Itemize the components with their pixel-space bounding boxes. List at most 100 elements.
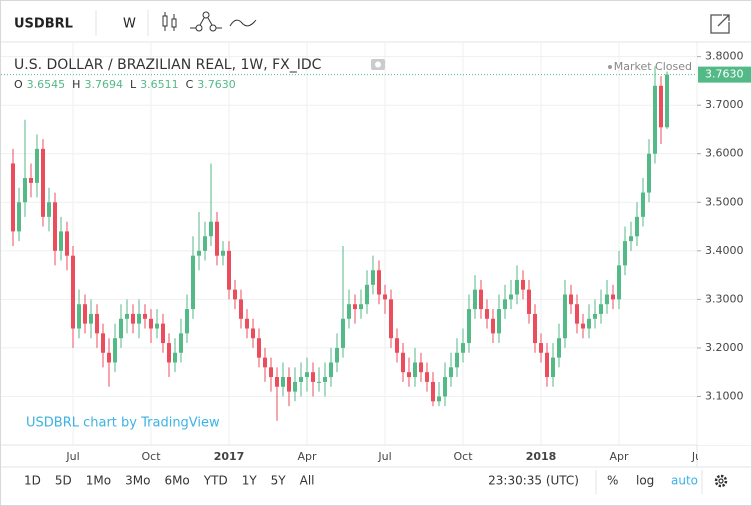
candle-body	[293, 381, 297, 392]
candle-body	[629, 236, 633, 242]
candle-body	[617, 265, 621, 300]
candle-body	[575, 304, 579, 324]
candle-body	[395, 338, 399, 353]
candle-body	[251, 328, 255, 339]
indicators-icon[interactable]	[190, 11, 222, 32]
candle-body	[269, 367, 273, 378]
range-button[interactable]: 1D	[24, 474, 41, 488]
candle-body	[353, 304, 357, 310]
range-button[interactable]: 6Mo	[164, 474, 189, 488]
candle-body	[35, 148, 39, 183]
candle-body	[215, 221, 219, 256]
ohlc-key: L	[130, 78, 137, 91]
range-button[interactable]: 1Mo	[86, 474, 111, 488]
ohlc-legend: O 3.6545 H 3.7694 L 3.6511 C 3.7630	[14, 78, 236, 91]
candle-body	[479, 289, 483, 310]
x-tick-label: Jul	[377, 450, 391, 463]
candle-body	[605, 294, 609, 305]
candle-body	[647, 153, 651, 193]
x-tick-label: 2018	[526, 450, 557, 463]
candle-body	[275, 377, 279, 387]
candle-body	[77, 304, 81, 329]
range-button[interactable]: YTD	[203, 474, 228, 488]
candle-body	[221, 250, 225, 256]
market-status: Market Closed	[614, 60, 692, 73]
candle-body	[83, 304, 87, 324]
y-tick-label: 3.2000	[705, 341, 744, 354]
candle-body	[623, 241, 627, 266]
candle-body	[581, 323, 585, 329]
candle-body	[179, 333, 183, 353]
candle-body	[161, 323, 165, 344]
candle-body	[71, 255, 75, 329]
candle-body	[245, 318, 249, 329]
camera-icon[interactable]	[371, 59, 385, 70]
candle-body	[11, 163, 15, 232]
candle-body	[17, 202, 21, 232]
candle-body	[281, 377, 285, 387]
candle-body	[131, 313, 135, 324]
candle-body	[137, 313, 141, 324]
candle-body	[323, 377, 327, 382]
auto-toggle[interactable]: auto	[671, 474, 698, 488]
candle-body	[407, 372, 411, 378]
symbol[interactable]: USDBRL	[14, 17, 73, 32]
candle-body	[335, 347, 339, 363]
candle-body	[203, 236, 207, 251]
candle-body	[425, 372, 429, 382]
candle-body	[119, 318, 123, 339]
x-tick-label: 2017	[214, 450, 245, 463]
candle-body	[65, 231, 69, 256]
range-button[interactable]: 3Mo	[125, 474, 150, 488]
ohlc-value: 3.6511	[140, 78, 179, 91]
candle-body	[191, 255, 195, 310]
range-button[interactable]: 5D	[55, 474, 72, 488]
candle-body	[365, 284, 369, 305]
candle-body	[155, 323, 159, 329]
range-button[interactable]: 1Y	[242, 474, 258, 488]
interval[interactable]: W	[123, 17, 136, 32]
candle-body	[419, 362, 423, 373]
range-button[interactable]: 5Y	[271, 474, 287, 488]
candle-body	[125, 313, 129, 319]
percent-toggle[interactable]: %	[607, 474, 618, 488]
candle-body	[383, 294, 387, 300]
candle-body	[377, 270, 381, 295]
popout-icon[interactable]	[710, 14, 730, 34]
watermark[interactable]: USDBRL chart by TradingView	[26, 416, 220, 431]
candle-body	[431, 381, 435, 402]
candle-body	[41, 148, 45, 217]
candle-body	[443, 377, 447, 397]
candle-body	[239, 299, 243, 319]
candle-icon[interactable]	[162, 12, 177, 31]
candle-body	[563, 294, 567, 339]
ohlc-value: 3.7694	[84, 78, 123, 91]
candle-body	[299, 377, 303, 382]
candle-body	[473, 289, 477, 310]
candle-body	[305, 372, 309, 378]
candle-body	[437, 396, 441, 402]
range-button[interactable]: All	[300, 474, 315, 488]
candle-body	[515, 279, 519, 295]
x-tick-label: Oct	[453, 450, 473, 463]
candle-body	[551, 357, 555, 378]
y-tick-label: 3.8000	[705, 50, 744, 63]
candle-body	[449, 367, 453, 378]
candle-body	[491, 318, 495, 334]
candle-body	[455, 352, 459, 368]
bottom-bar: 1D 5D 1Mo 3Mo 6Mo YTD 1Y 5Y All 23:30:35 (UTC)% lo…	[24, 474, 698, 488]
candle-body	[311, 372, 315, 382]
compare-icon[interactable]	[229, 19, 257, 27]
ohlc-key: O	[14, 78, 23, 91]
candle-body	[557, 338, 561, 358]
log-toggle[interactable]: log	[636, 474, 654, 488]
candle-body	[227, 250, 231, 290]
settings-icon[interactable]	[714, 474, 728, 488]
candle-body	[461, 343, 465, 353]
candle-body	[521, 279, 525, 290]
x-tick-label: Ju	[691, 450, 702, 463]
ohlc-value: 3.7630	[197, 78, 236, 91]
candle-body	[167, 343, 171, 363]
candle-body	[413, 362, 417, 378]
